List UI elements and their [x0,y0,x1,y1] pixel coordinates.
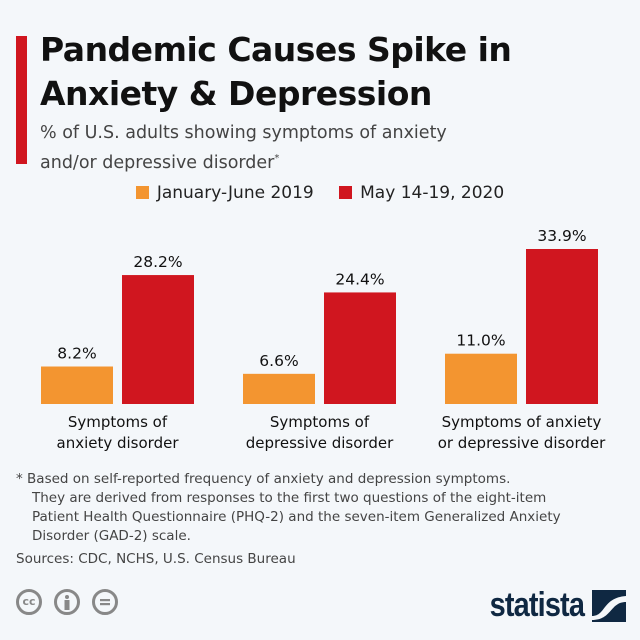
data-label: 6.6% [259,352,298,370]
data-label: 8.2% [57,345,96,363]
bar [122,275,194,404]
bar [324,292,396,404]
sources: Sources: CDC, NCHS, U.S. Census Bureau [16,551,296,567]
legend-item-2019: January-June 2019 [135,183,314,203]
logo-text: statista [489,586,585,624]
legend-label-2019: January-June 2019 [156,183,314,203]
data-label: 33.9% [537,227,586,245]
cc-text: cc [22,595,36,608]
category-label: anxiety disorder [57,434,180,452]
subtitle-line-1: % of U.S. adults showing symptoms of anx… [40,123,447,143]
chart-subtitle: % of U.S. adults showing symptoms of anx… [40,120,447,176]
footnote-marker: * [16,471,23,487]
footnote-line-1: Based on self-reported frequency of anxi… [27,471,511,487]
statista-logo[interactable]: statista [473,586,626,625]
legend-label-2020: May 14-19, 2020 [360,183,505,203]
footnote-line-4: Disorder (GAD-2) scale. [32,528,191,544]
subtitle-line-2: and/or depressive disorder [40,152,275,173]
data-label: 24.4% [335,270,384,288]
bar [445,353,517,404]
title-accent-bar [16,36,27,164]
legend-swatch-2019 [135,186,149,199]
bar [243,373,315,404]
subtitle-marker: * [274,153,280,164]
statista-logo-icon [592,589,626,622]
title-line-2: Anxiety & Depression [40,74,432,113]
creative-commons-icon[interactable]: cc [16,589,42,615]
category-label: Symptoms of [68,413,168,431]
bar [41,366,113,404]
title-line-1: Pandemic Causes Spike in [40,30,512,69]
footnote: * Based on self-reported frequency of an… [16,470,631,546]
category-label: Symptoms of anxiety [442,413,602,431]
category-label: or depressive disorder [438,434,606,452]
category-label: depressive disorder [246,434,394,452]
attribution-icon[interactable] [54,589,80,615]
data-label: 28.2% [133,253,182,271]
category-label: Symptoms of [270,413,370,431]
legend-item-2020: May 14-19, 2020 [339,183,504,203]
legend-swatch-2020 [339,186,353,199]
footnote-line-3: Patient Health Questionnaire (PHQ-2) and… [32,509,561,525]
footnote-line-2: They are derived from responses to the f… [32,490,547,506]
data-label: 11.0% [456,332,505,350]
bar [526,249,598,404]
legend: January-June 2019 May 14-19, 2020 [0,183,640,203]
chart-title: Pandemic Causes Spike in Anxiety & Depre… [40,28,512,116]
no-derivatives-icon[interactable] [92,589,118,615]
bar-chart: 8.2% 28.2% Symptoms of anxiety disorder 6.6%… [41,227,606,452]
